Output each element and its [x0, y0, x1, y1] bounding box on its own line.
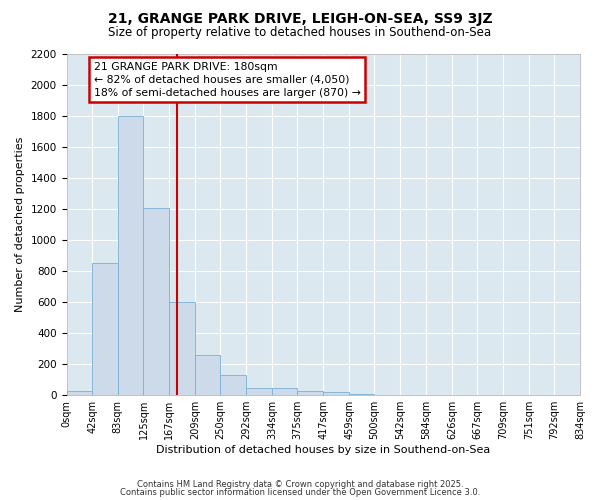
Bar	[298, 390, 323, 395]
Bar	[349, 394, 374, 395]
Text: 21, GRANGE PARK DRIVE, LEIGH-ON-SEA, SS9 3JZ: 21, GRANGE PARK DRIVE, LEIGH-ON-SEA, SS9…	[107, 12, 493, 26]
Bar	[247, 388, 272, 395]
X-axis label: Distribution of detached houses by size in Southend-on-Sea: Distribution of detached houses by size …	[156, 445, 490, 455]
Text: 21 GRANGE PARK DRIVE: 180sqm
← 82% of detached houses are smaller (4,050)
18% of: 21 GRANGE PARK DRIVE: 180sqm ← 82% of de…	[94, 62, 361, 98]
Bar	[323, 392, 349, 395]
Y-axis label: Number of detached properties: Number of detached properties	[15, 137, 25, 312]
Bar	[118, 116, 143, 395]
Bar	[67, 392, 92, 395]
Text: Size of property relative to detached houses in Southend-on-Sea: Size of property relative to detached ho…	[109, 26, 491, 39]
Bar	[92, 264, 118, 395]
Text: Contains HM Land Registry data © Crown copyright and database right 2025.: Contains HM Land Registry data © Crown c…	[137, 480, 463, 489]
Bar	[220, 375, 247, 395]
Text: Contains public sector information licensed under the Open Government Licence 3.: Contains public sector information licen…	[120, 488, 480, 497]
Bar	[195, 355, 220, 395]
Bar	[169, 302, 195, 395]
Bar	[143, 208, 169, 395]
Bar	[272, 388, 298, 395]
